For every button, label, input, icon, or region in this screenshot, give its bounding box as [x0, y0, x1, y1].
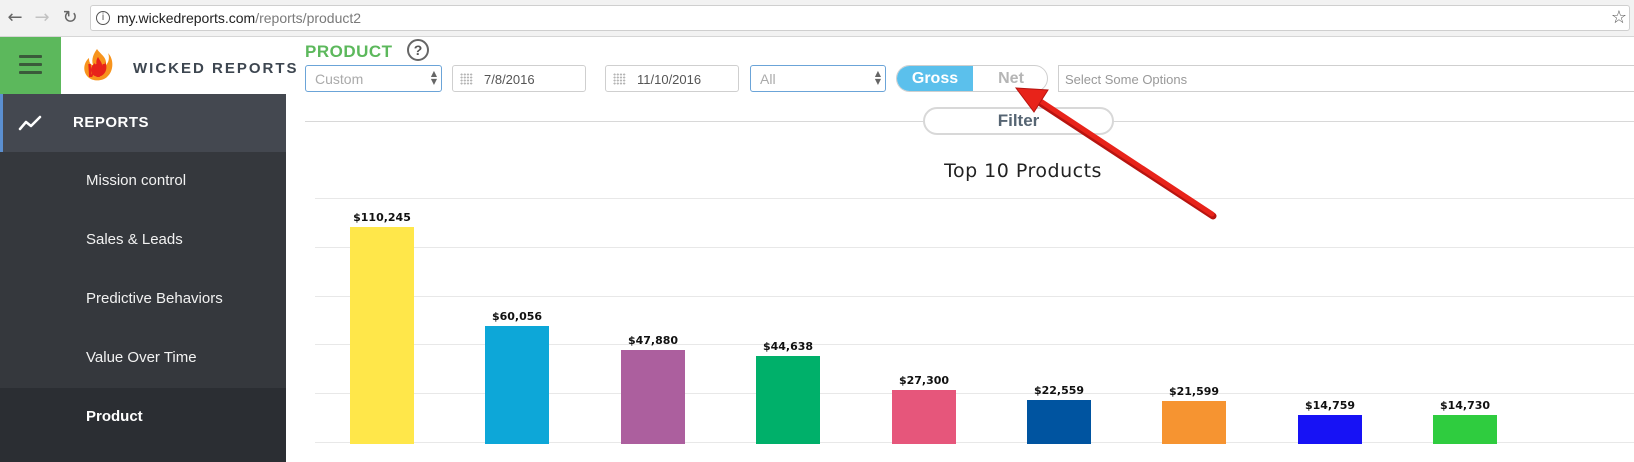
sidebar-item-value-over-time[interactable]: Value Over Time	[0, 329, 286, 388]
chart-bar[interactable]	[892, 390, 956, 444]
forward-arrow-icon[interactable]: →	[34, 7, 50, 28]
sidebar-section-label: REPORTS	[73, 114, 150, 131]
date-range-value: Custom	[315, 71, 364, 87]
scope-select[interactable]: All ▲ ▼	[750, 65, 886, 92]
calendar-icon	[460, 73, 473, 85]
sidebar-item-label: Sales & Leads	[86, 231, 183, 248]
bar-value-label: $21,599	[1168, 385, 1220, 398]
address-bar[interactable]: i my.wickedreports.com/reports/product2 …	[90, 5, 1630, 31]
info-icon[interactable]: i	[96, 11, 110, 25]
chart-title: Top 10 Products	[944, 160, 1102, 182]
bar-value-label: $110,245	[353, 211, 411, 224]
page-title: PRODUCT	[305, 42, 393, 61]
chart-bar[interactable]	[756, 356, 820, 444]
gross-net-toggle[interactable]: Gross Net	[896, 65, 1048, 92]
chart-bar[interactable]	[621, 350, 685, 444]
sidebar-item-product[interactable]: Product	[0, 388, 286, 462]
sidebar: REPORTS Mission control Sales & Leads Pr…	[0, 94, 286, 462]
chart-bar[interactable]	[350, 227, 414, 444]
chart-bar[interactable]	[1027, 400, 1091, 444]
bookmark-star-icon[interactable]: ☆	[1610, 7, 1627, 28]
chart-gridline	[315, 344, 1634, 345]
end-date-input[interactable]: 11/10/2016	[605, 65, 739, 92]
chart-gridline	[315, 198, 1634, 199]
hamburger-icon-line	[19, 71, 42, 74]
filter-button[interactable]: Filter	[923, 107, 1114, 135]
chart-gridline	[315, 442, 1634, 443]
gross-toggle-button[interactable]: Gross	[897, 66, 973, 91]
sidebar-item-label: Product	[86, 408, 143, 425]
bar-value-label: $44,638	[762, 340, 814, 353]
reload-icon[interactable]: ↻	[62, 7, 78, 28]
chart-bar[interactable]	[485, 326, 549, 444]
url-path: /reports/product2	[255, 10, 362, 26]
flame-w-logo-icon: W	[84, 49, 113, 81]
options-placeholder: Select Some Options	[1065, 72, 1188, 87]
sidebar-section-reports[interactable]: REPORTS	[0, 94, 286, 152]
menu-toggle-button[interactable]	[0, 37, 61, 94]
hamburger-icon	[19, 55, 42, 58]
chart-gridline	[315, 296, 1634, 297]
sidebar-item-label: Predictive Behaviors	[86, 290, 223, 307]
calendar-icon	[613, 73, 626, 85]
sidebar-item-sales-leads[interactable]: Sales & Leads	[0, 211, 286, 270]
sidebar-item-label: Mission control	[86, 172, 187, 189]
chart-bar[interactable]	[1433, 415, 1497, 444]
start-date-value: 7/8/2016	[484, 72, 535, 87]
chart-gridline	[315, 393, 1634, 394]
chart-bar[interactable]	[1298, 415, 1362, 444]
back-arrow-icon[interactable]: ←	[7, 7, 23, 28]
scope-value: All	[760, 71, 776, 87]
options-multiselect[interactable]: Select Some Options	[1058, 65, 1634, 92]
chart-gridline	[315, 247, 1634, 248]
bar-value-label: $22,559	[1033, 384, 1085, 397]
date-range-select[interactable]: Custom ▲ ▼	[305, 65, 442, 92]
net-toggle-button[interactable]: Net	[998, 70, 1024, 87]
line-chart-icon	[18, 115, 42, 131]
select-arrows-icon: ▲ ▼	[430, 69, 437, 86]
sidebar-item-mission-control[interactable]: Mission control	[0, 152, 286, 211]
url-host: my.wickedreports.com	[117, 10, 256, 26]
hamburger-icon-line	[19, 63, 42, 66]
url-text: my.wickedreports.com/reports/product2	[117, 10, 361, 26]
bar-value-label: $27,300	[898, 374, 950, 387]
bar-value-label: $47,880	[627, 334, 679, 347]
sidebar-item-label: Value Over Time	[86, 349, 197, 366]
chart-bar[interactable]	[1162, 401, 1226, 444]
end-date-value: 11/10/2016	[637, 72, 702, 87]
browser-toolbar: ← → ↻ i my.wickedreports.com/reports/pro…	[0, 0, 1634, 37]
bar-value-label: $60,056	[491, 310, 543, 323]
brand-name: WICKED REPORTS	[133, 60, 299, 77]
bar-value-label: $14,759	[1304, 399, 1356, 412]
bar-value-label: $14,730	[1439, 399, 1491, 412]
svg-text:W: W	[87, 61, 106, 81]
start-date-input[interactable]: 7/8/2016	[452, 65, 586, 92]
sidebar-item-predictive-behaviors[interactable]: Predictive Behaviors	[0, 270, 286, 329]
brand-logo[interactable]: W WICKED REPORTS	[61, 37, 297, 94]
help-icon[interactable]: ?	[407, 39, 429, 61]
select-arrows-icon: ▲ ▼	[874, 69, 881, 86]
